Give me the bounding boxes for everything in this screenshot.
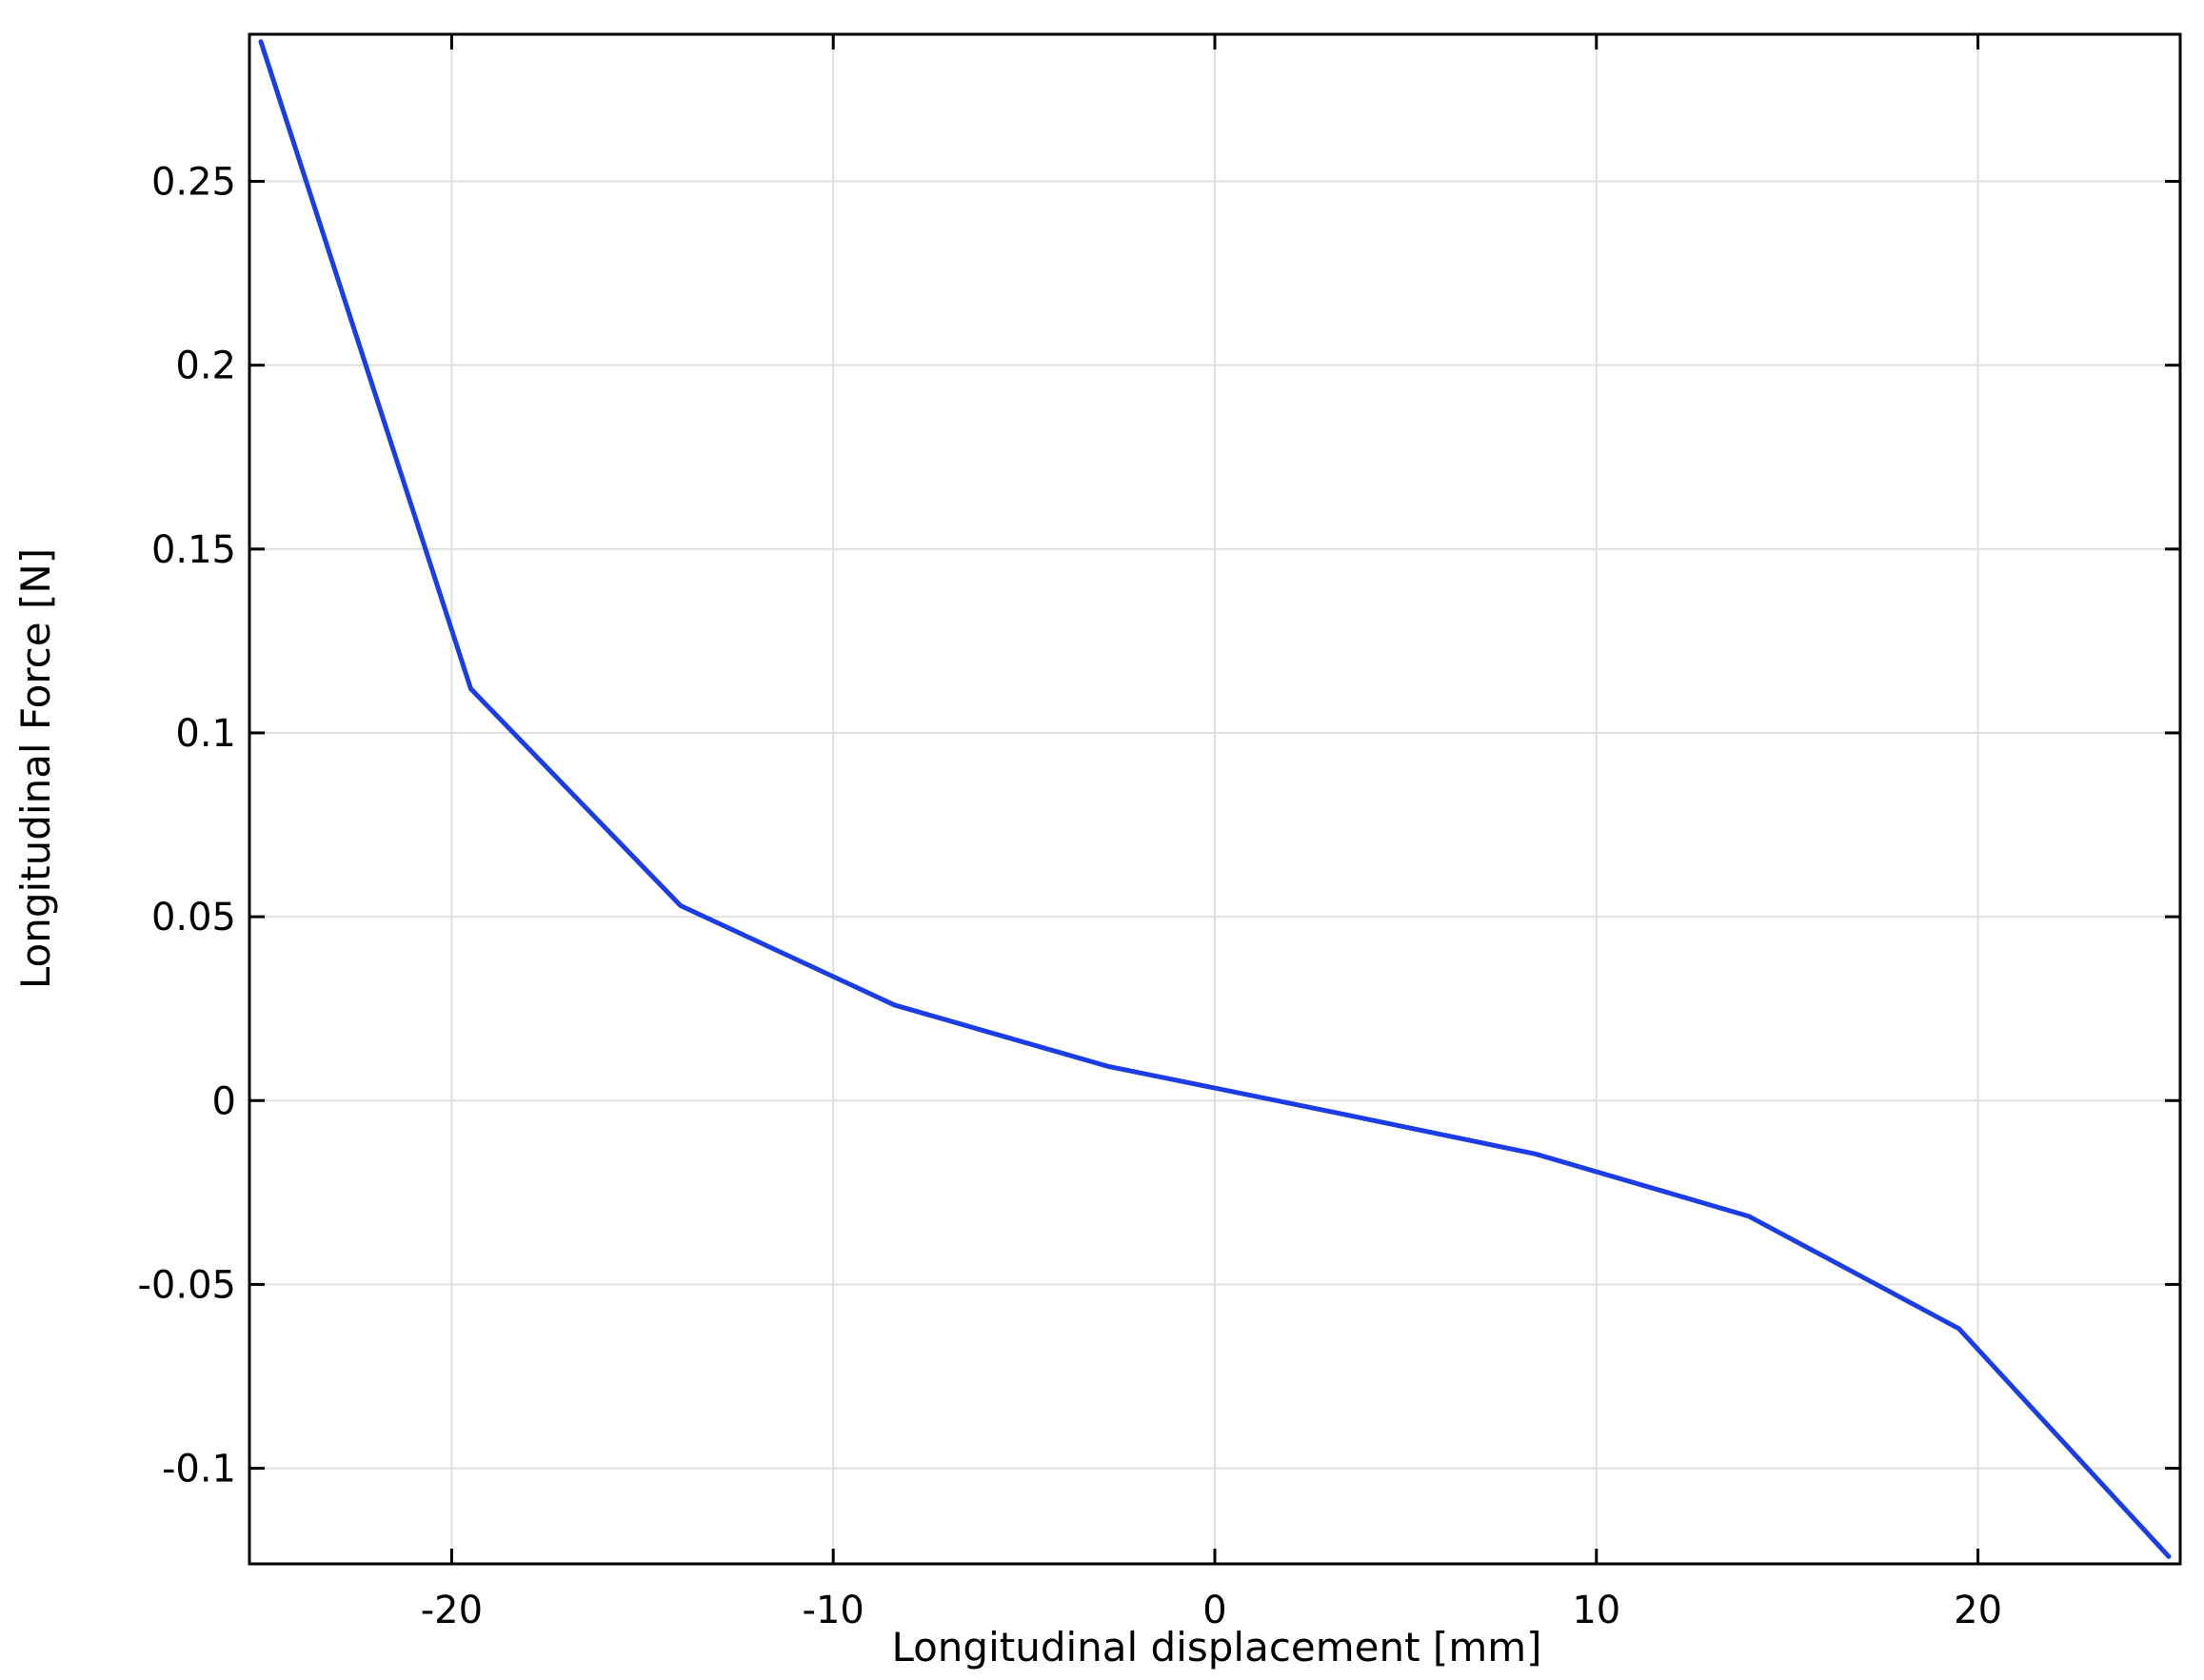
x-tick-labels: -20 -10 0 10 20 xyxy=(421,1589,2002,1632)
y-tick-label: 0 xyxy=(212,1079,236,1123)
x-tick-label: 10 xyxy=(1572,1589,1620,1632)
x-tick-label: 0 xyxy=(1202,1589,1226,1632)
y-tick-label: 0.25 xyxy=(151,161,236,205)
tick-marks xyxy=(249,34,2180,1564)
y-tick-label: 0.15 xyxy=(151,528,236,572)
y-tick-labels: -0.1 -0.05 0 0.05 0.1 0.15 0.2 0.25 xyxy=(138,161,237,1492)
x-tick-label: 20 xyxy=(1954,1589,2002,1632)
grid-lines xyxy=(249,34,2180,1564)
series-line xyxy=(258,39,2172,1559)
x-tick-label: -10 xyxy=(803,1589,864,1632)
y-axis-title: Longitudinal Force [N] xyxy=(12,548,59,989)
plot-area xyxy=(258,39,2172,1559)
x-tick-label: -20 xyxy=(421,1589,483,1632)
x-axis-title: Longitudinal displacement [mm] xyxy=(891,1624,1541,1670)
y-tick-label: -0.05 xyxy=(138,1263,237,1307)
y-tick-label: -0.1 xyxy=(162,1448,236,1492)
y-tick-label: 0.05 xyxy=(151,896,236,939)
y-tick-label: 0.1 xyxy=(175,712,236,756)
y-tick-label: 0.2 xyxy=(175,345,236,388)
